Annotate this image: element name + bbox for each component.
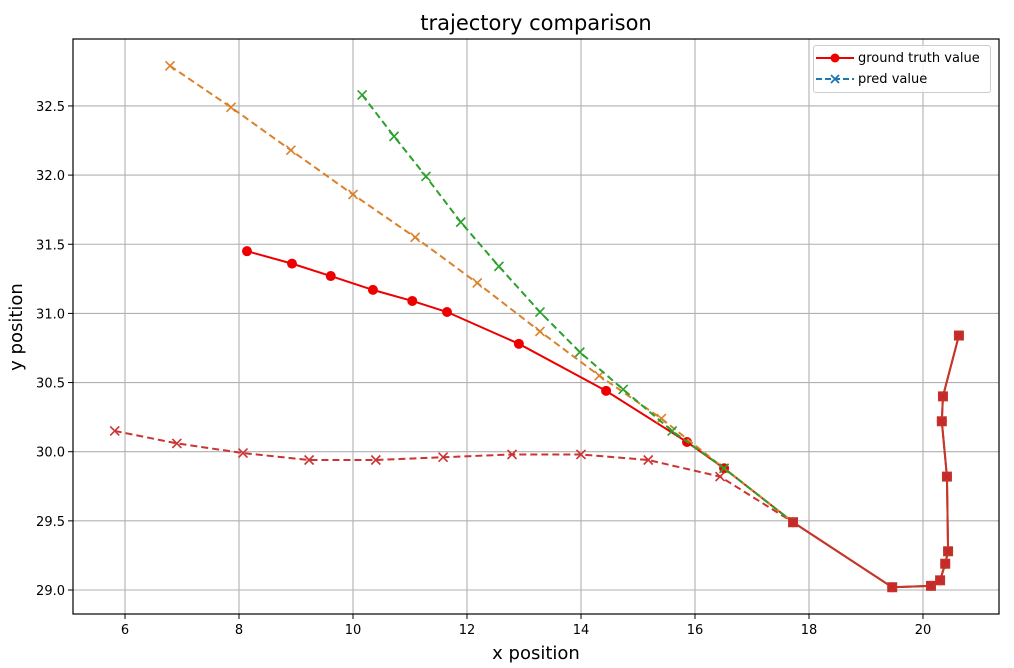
- x-tick-label: 8: [235, 623, 243, 638]
- legend-entry-pred: pred value: [814, 69, 927, 89]
- y-tick-label: 32.0: [36, 169, 65, 184]
- x-marker: [656, 413, 667, 424]
- x-tick-label: 20: [915, 623, 932, 638]
- x-marker: [937, 416, 947, 426]
- y-axis-label: y position: [6, 283, 27, 371]
- circle-marker: [241, 246, 252, 257]
- x-marker: [410, 232, 421, 243]
- y-tick-label: 30.5: [36, 377, 65, 392]
- legend-label-pred: pred value: [858, 71, 928, 87]
- circle-marker: [407, 295, 418, 306]
- series-line: [792, 335, 960, 589]
- x-marker: [506, 449, 518, 460]
- x-marker: [887, 582, 897, 592]
- x-marker: [575, 449, 587, 460]
- x-marker: [437, 452, 449, 463]
- series-group: [109, 60, 964, 593]
- x-marker: [954, 331, 964, 340]
- x-marker: [420, 171, 432, 182]
- x-marker: [940, 559, 950, 569]
- x-marker: [938, 391, 948, 401]
- x-marker: [171, 438, 182, 449]
- x-marker: [225, 102, 237, 113]
- circle-marker: [513, 338, 524, 349]
- x-tick-label: 12: [459, 623, 476, 638]
- circle-marker: [601, 385, 612, 396]
- circle-marker: [325, 271, 336, 282]
- x-marker: [643, 454, 654, 466]
- x-tick-label: 6: [121, 623, 129, 638]
- y-tick-label: 31.0: [36, 307, 65, 322]
- x-marker: [667, 425, 678, 437]
- x-marker: [943, 546, 953, 556]
- x-marker: [109, 425, 120, 437]
- x-marker: [237, 448, 249, 459]
- x-marker: [719, 463, 730, 474]
- x-marker: [935, 575, 945, 585]
- x-marker: [618, 384, 629, 395]
- legend: ground truth value pred value: [813, 45, 991, 93]
- x-tick-label: 16: [687, 623, 704, 638]
- x-marker: [164, 60, 176, 71]
- x-marker: [574, 347, 585, 358]
- dashed-line-x-marker-icon: [816, 74, 854, 84]
- x-marker: [357, 89, 368, 100]
- x-tick-label: 14: [573, 623, 590, 638]
- grid-lines: [73, 39, 999, 614]
- x-marker: [715, 471, 726, 482]
- axis-ticks: 6 8 10 12 14 16 18 20 29.0 29.5 30.0 30.5 31.0 31.5 32…: [36, 100, 931, 638]
- legend-label-ground-truth: ground truth value: [858, 50, 980, 66]
- x-marker: [455, 217, 466, 228]
- series-shared-tail-all-preds-overlap-ground-truth-: [788, 330, 964, 593]
- x-marker: [347, 189, 359, 200]
- chart-title: trajectory comparison: [420, 11, 651, 35]
- circle-marker: [442, 307, 453, 318]
- circle-marker: [367, 284, 378, 295]
- x-tick-label: 18: [801, 623, 818, 638]
- circle-marker: [287, 258, 298, 269]
- x-marker: [493, 261, 504, 272]
- x-marker: [788, 517, 798, 527]
- x-marker: [304, 454, 315, 466]
- x-marker: [534, 306, 546, 318]
- x-marker: [285, 145, 296, 156]
- x-marker: [942, 472, 952, 482]
- x-marker: [472, 277, 483, 289]
- x-axis-label: x position: [492, 643, 580, 664]
- plot-frame: [72, 38, 1000, 615]
- y-tick-label: 31.5: [36, 238, 65, 253]
- x-marker: [370, 454, 381, 466]
- x-marker: [534, 326, 546, 337]
- y-tick-label: 32.5: [36, 100, 65, 115]
- y-tick-label: 29.5: [36, 515, 65, 530]
- y-tick-label: 30.0: [36, 446, 65, 461]
- y-tick-label: 29.0: [36, 584, 65, 599]
- solid-line-circle-marker-icon: [816, 53, 854, 63]
- legend-entry-ground-truth: ground truth value: [814, 48, 980, 68]
- x-marker: [926, 581, 936, 591]
- x-tick-label: 10: [345, 623, 362, 638]
- x-marker: [388, 131, 400, 142]
